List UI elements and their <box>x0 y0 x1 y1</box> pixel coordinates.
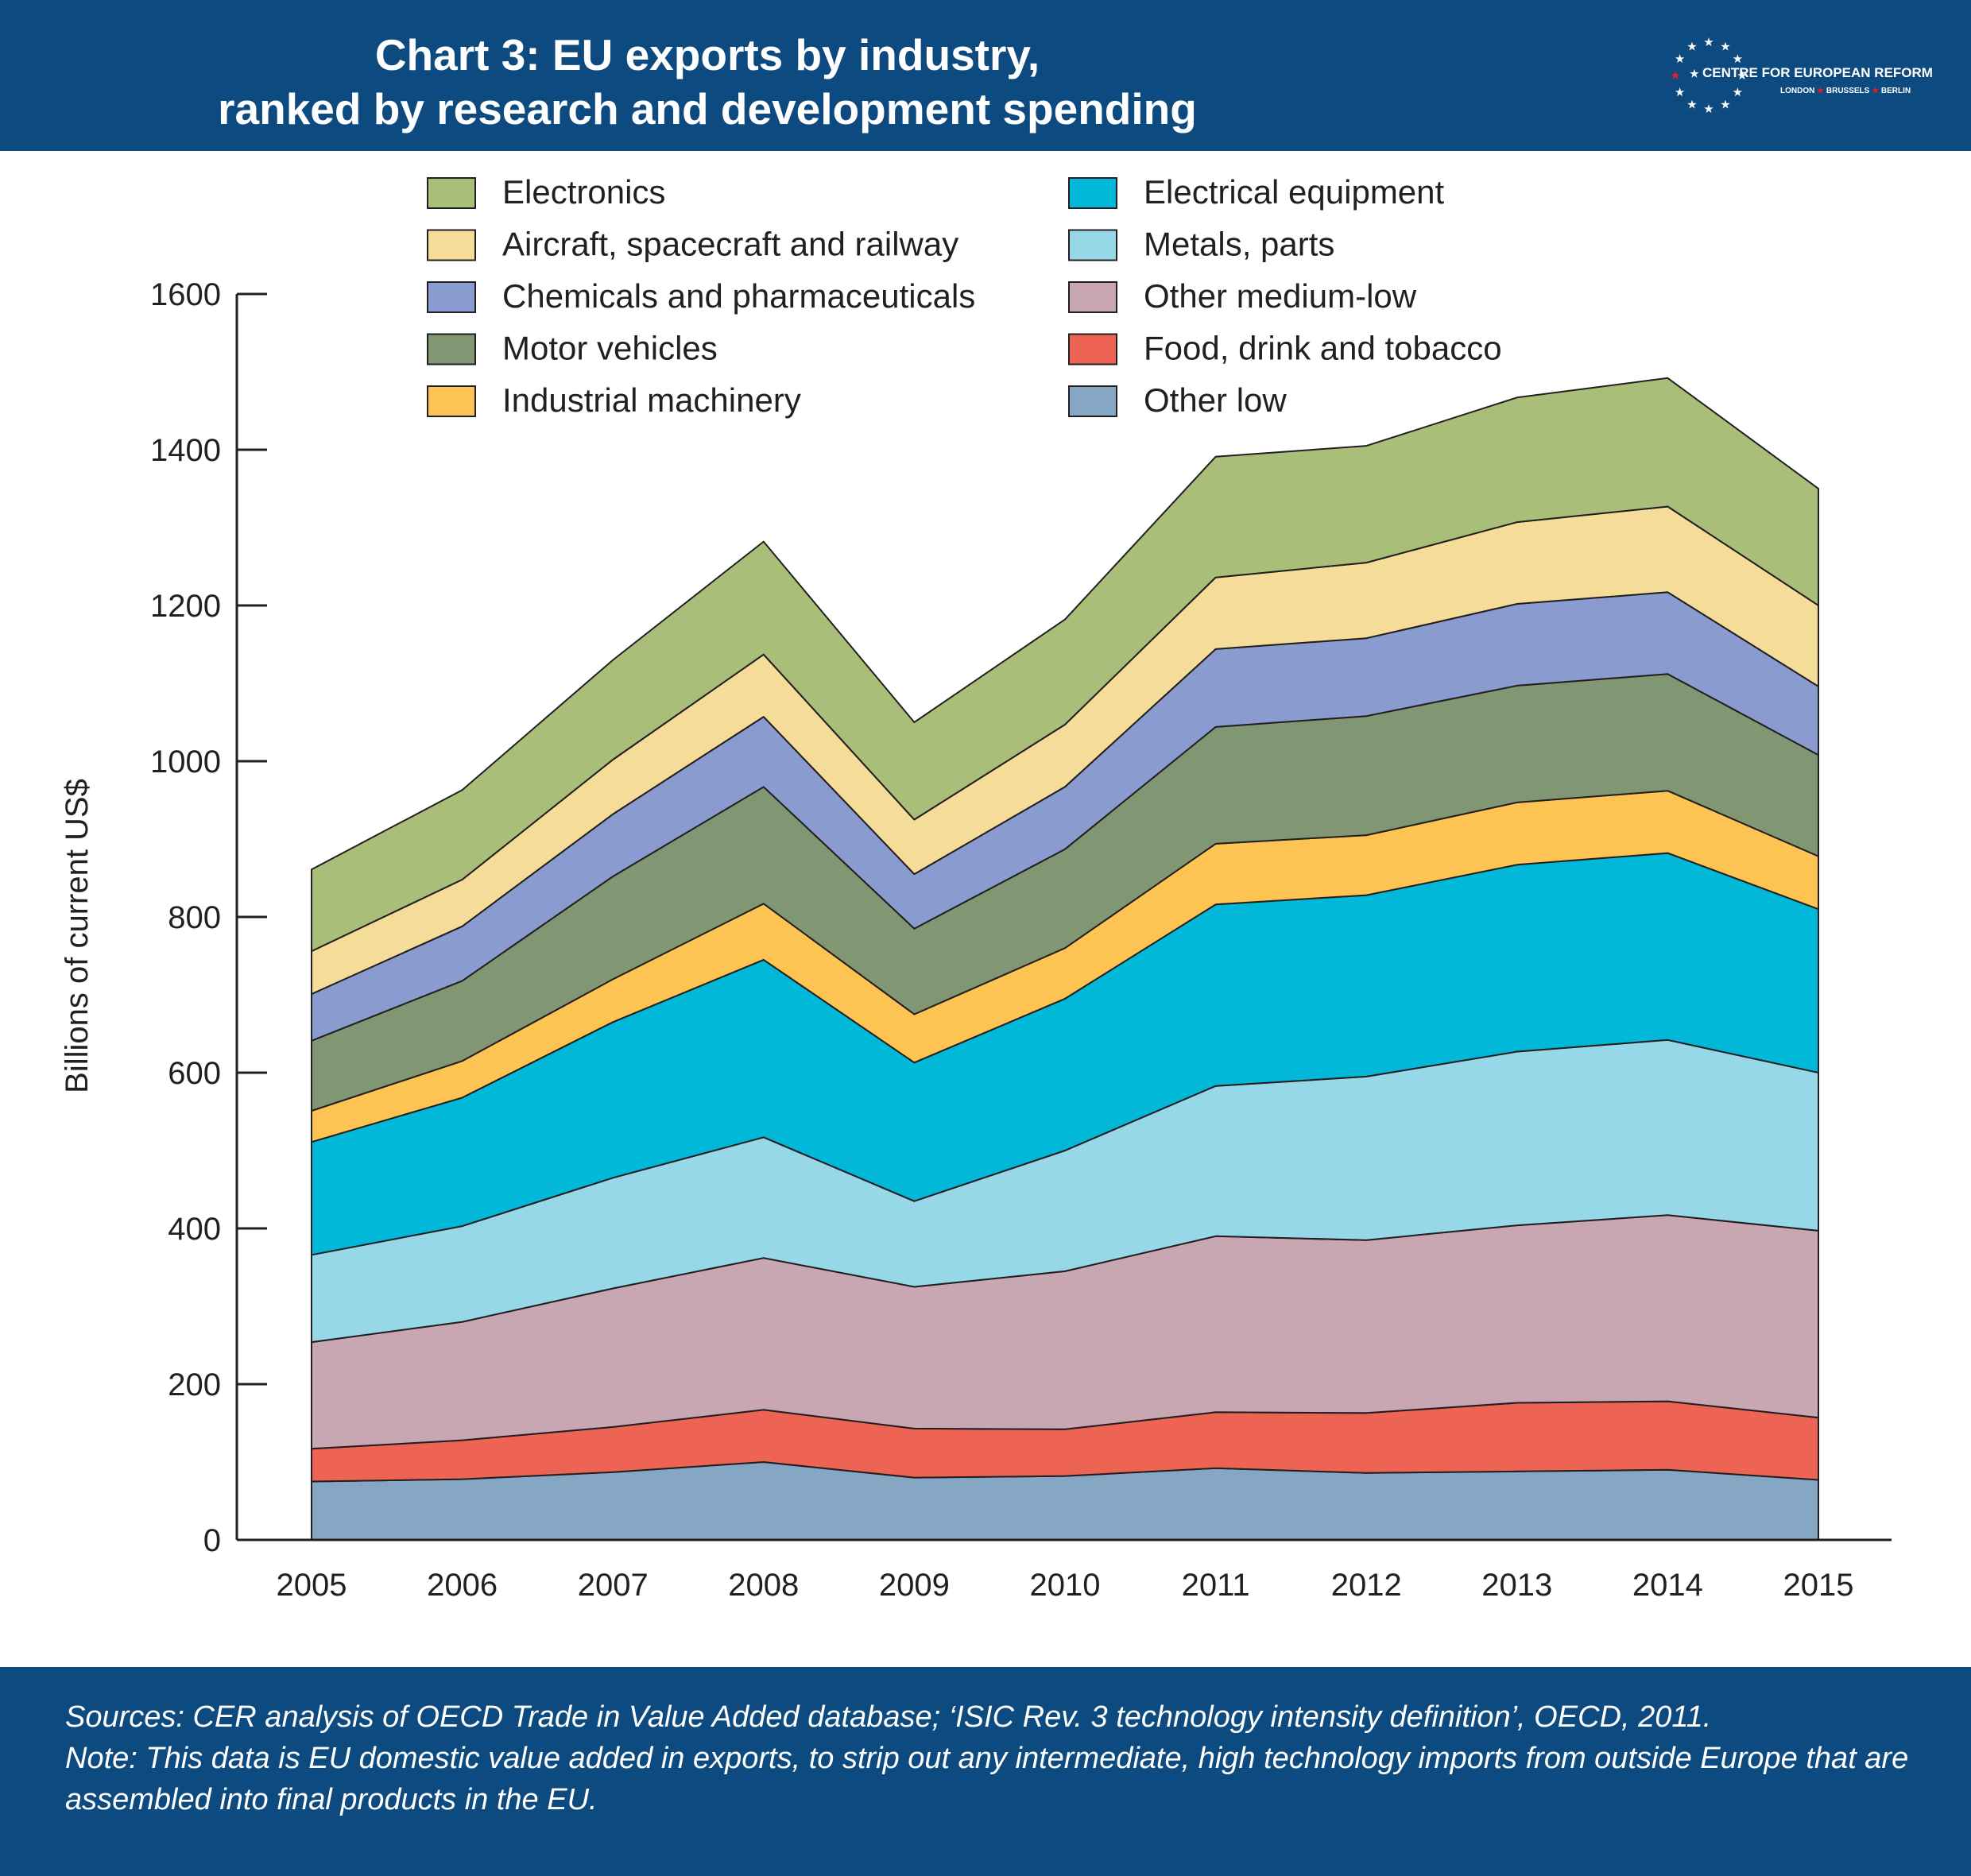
logo-star: ★ <box>1686 97 1697 111</box>
legend-label: Other medium-low <box>1144 277 1417 315</box>
y-tick-label: 400 <box>168 1212 221 1247</box>
area-layers <box>311 377 1819 1541</box>
logo-cities: LONDON ★ BRUSSELS ★ BERLIN <box>1780 87 1911 95</box>
x-tick-label: 2015 <box>1783 1568 1854 1603</box>
y-tick-label: 800 <box>168 900 221 935</box>
legend-label: Aircraft, spacecraft and railway <box>502 226 958 263</box>
legend-swatch <box>427 385 476 417</box>
data-note-line-2: assembled into final products in the EU. <box>65 1783 598 1816</box>
legend-swatch <box>427 281 476 313</box>
x-tick-label: 2013 <box>1481 1568 1552 1603</box>
logo-star: ★ <box>1733 85 1743 99</box>
logo-star-mark: ★ <box>1690 68 1699 79</box>
cer-logo: ★ ★★★★★★★★★★★ ★ CENTRE FOR EUROPEAN REFOR… <box>1670 35 1933 116</box>
legend-label: Electronics <box>502 173 665 211</box>
y-tick-label: 1000 <box>150 745 221 779</box>
data-note-line-1: Note: This data is EU domestic value add… <box>65 1742 1909 1775</box>
legend-label: Food, drink and tobacco <box>1144 330 1502 367</box>
logo-star: ★ <box>1733 52 1743 66</box>
area-electronics <box>311 377 1819 953</box>
sources-note: Sources: CER analysis of OECD Trade in V… <box>65 1700 1712 1734</box>
legend-swatch <box>1068 229 1117 261</box>
x-tick-label: 2006 <box>427 1568 498 1603</box>
legend-label: Motor vehicles <box>502 330 718 367</box>
legend-label: Chemicals and pharmaceuticals <box>502 277 975 315</box>
y-tick-label: 0 <box>203 1523 221 1558</box>
logo-star-red: ★ <box>1670 68 1680 83</box>
legend-swatch <box>1068 385 1117 417</box>
logo-separator-star: ★ <box>1872 87 1881 95</box>
legend-label: Metals, parts <box>1144 226 1334 263</box>
logo-city-london: LONDON <box>1780 87 1814 95</box>
chart-title-line-2: ranked by research and development spend… <box>218 84 1197 133</box>
header-banner: Chart 3: EU exports by industry, ranked … <box>0 0 1971 151</box>
logo-city-brussels: BRUSSELS <box>1826 87 1870 95</box>
y-tick-label: 200 <box>168 1367 221 1402</box>
legend: Electronics Electrical equipment Aircraft,… <box>427 173 1502 419</box>
x-tick-label: 2009 <box>879 1568 950 1603</box>
x-tick-label: 2011 <box>1182 1568 1250 1603</box>
x-tick-label: 2008 <box>728 1568 799 1603</box>
legend-swatch <box>1068 177 1117 209</box>
x-tick-label: 2012 <box>1331 1568 1402 1603</box>
logo-star: ★ <box>1686 40 1697 54</box>
y-tick-label: 1200 <box>150 589 221 624</box>
legend-swatch <box>427 333 476 366</box>
y-axis-label: Billions of current US$ <box>60 779 95 1093</box>
y-tick-label: 600 <box>168 1056 221 1091</box>
logo-star: ★ <box>1720 97 1730 111</box>
star-ring-icon: ★ ★★★★★★★★★★★ <box>1670 35 1747 116</box>
legend-swatch <box>427 229 476 261</box>
x-tick-label: 2005 <box>277 1568 347 1603</box>
logo-star: ★ <box>1675 52 1685 66</box>
logo-star: ★ <box>1675 85 1685 99</box>
legend-label: Industrial machinery <box>502 381 801 419</box>
axes: 0 200 400 600 800 1000 1200 1400 1600 2005 2006 200… <box>150 277 1892 1603</box>
legend-swatch <box>427 177 476 209</box>
y-tick-label: 1400 <box>150 433 221 468</box>
logo-star: ★ <box>1737 68 1747 83</box>
logo-separator-star: ★ <box>1817 87 1826 95</box>
y-tick-label: 1600 <box>150 277 221 312</box>
legend-swatch <box>1068 281 1117 313</box>
logo-star: ★ <box>1703 102 1713 116</box>
stacked-area-chart: 0 200 400 600 800 1000 1200 1400 1600 2005 2006 200… <box>60 173 1892 1603</box>
logo-city-berlin: BERLIN <box>1881 87 1911 95</box>
x-tick-label: 2010 <box>1030 1568 1101 1603</box>
chart-title-line-1: Chart 3: EU exports by industry, <box>374 30 1040 79</box>
legend-label: Other low <box>1144 381 1287 419</box>
footer-banner <box>0 1667 1971 1876</box>
legend-swatch <box>1068 333 1117 366</box>
logo-org-name: CENTRE FOR EUROPEAN REFORM <box>1702 65 1933 80</box>
legend-label: Electrical equipment <box>1144 173 1445 211</box>
logo-star: ★ <box>1703 35 1713 49</box>
logo-star: ★ <box>1720 40 1730 54</box>
x-tick-label: 2007 <box>578 1568 649 1603</box>
x-tick-label: 2014 <box>1632 1568 1703 1603</box>
